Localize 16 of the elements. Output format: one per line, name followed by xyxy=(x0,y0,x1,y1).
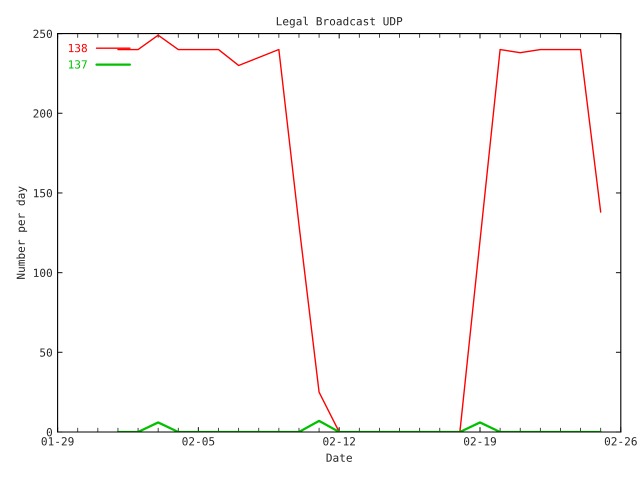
chart-title: Legal Broadcast UDP xyxy=(276,16,402,28)
x-tick-label: 02-12 xyxy=(323,437,355,446)
y-tick-label: 200 xyxy=(33,109,52,118)
y-tick-label: 150 xyxy=(34,188,52,198)
y-tick-label: 250 xyxy=(33,30,52,38)
legend-label: 137 xyxy=(68,60,87,69)
x-axis-title: Date xyxy=(326,454,352,462)
y-tick-label: 100 xyxy=(34,268,52,278)
x-tick-label: 02-05 xyxy=(182,437,214,446)
legend-label: 138 xyxy=(68,44,87,52)
x-tick-label: 01-29 xyxy=(42,437,74,446)
x-tick-label: 02-26 xyxy=(604,437,637,446)
y-tick-label: 0 xyxy=(46,428,52,436)
y-axis-title: Number per day xyxy=(16,186,28,279)
y-tick-label: 50 xyxy=(40,348,52,357)
x-tick-label: 02-19 xyxy=(464,437,496,446)
